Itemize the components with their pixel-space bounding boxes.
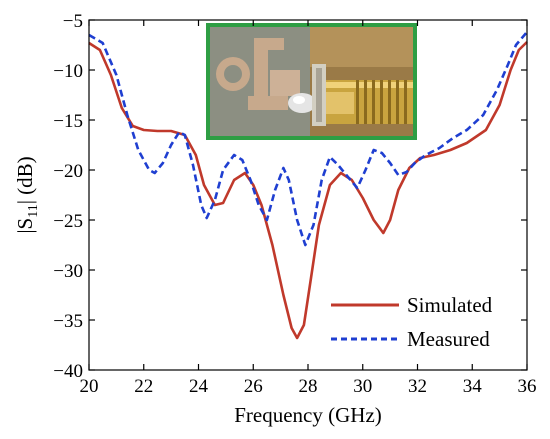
y-tick-label: −30 [53,261,83,282]
legend-measured-label: Measured [407,327,490,351]
y-tick-label: −40 [53,361,83,382]
legend-simulated-label: Simulated [407,293,493,317]
x-axis-ticks: 20 22 24 26 28 30 32 34 36 [80,20,537,397]
x-tick-label: 22 [134,376,153,397]
y-tick-label: −5 [63,11,83,32]
antenna-photo-inset [206,23,417,140]
y-tick-label: −35 [53,311,83,332]
y-tick-label: −15 [53,111,83,132]
y-tick-label: −10 [53,61,83,82]
x-tick-label: 34 [463,376,483,397]
x-tick-label: 28 [299,376,318,397]
y-axis-label: |S11| (dB) [13,156,41,233]
y-tick-label: −20 [53,161,83,182]
x-tick-label: 30 [353,376,372,397]
legend: Simulated Measured [331,293,493,351]
x-tick-label: 36 [518,376,537,397]
y-axis-ticks: −40 −35 −30 −25 −20 −15 −10 −5 [53,11,527,382]
x-axis-label: Frequency (GHz) [234,403,382,427]
series-layer [88,31,528,340]
series-line-measured [88,31,528,247]
series-line-simulated [88,41,528,340]
x-tick-label: 24 [189,376,209,397]
y-tick-label: −25 [53,211,83,232]
x-tick-label: 32 [408,376,427,397]
x-tick-label: 26 [244,376,263,397]
x-tick-label: 20 [80,376,99,397]
